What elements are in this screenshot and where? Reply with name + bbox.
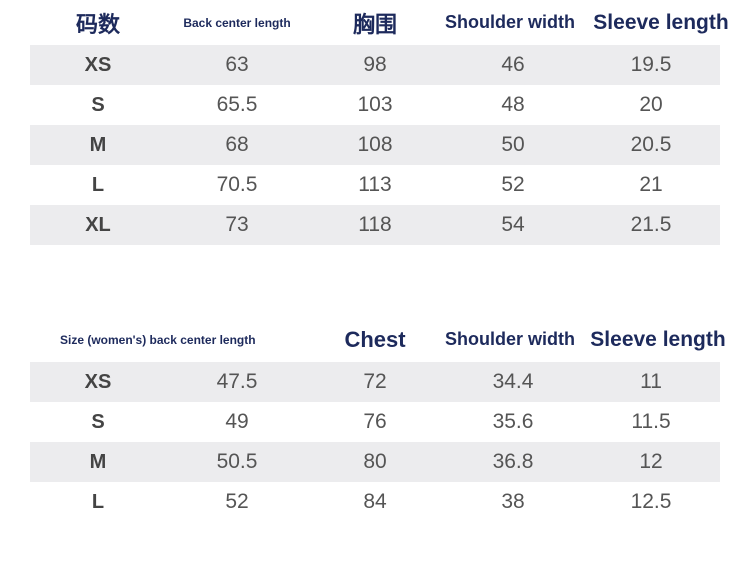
chest-value: 80 (363, 450, 387, 473)
sleeve-length-value: 11 (640, 370, 662, 393)
size-label: S (91, 93, 105, 116)
chest-value: 118 (358, 213, 392, 236)
shoulder-width-value: 48 (501, 93, 525, 116)
table-row: L 52 84 38 12.5 (30, 482, 720, 522)
chest-value: 84 (363, 490, 387, 513)
back-center-length-value: 68 (225, 133, 249, 156)
back-center-length-value: 63 (225, 53, 249, 76)
shoulder-width-value: 46 (501, 53, 525, 76)
table-row: XS 47.5 72 34.4 11 (30, 362, 720, 402)
back-center-length-value: 50.5 (216, 450, 258, 473)
size-label: M (89, 450, 107, 473)
sleeve-length-value: 20 (639, 93, 663, 116)
chest-value: 72 (363, 370, 387, 393)
table-row: XL 73 118 54 21.5 (30, 205, 720, 245)
sleeve-length-value: 21.5 (630, 213, 672, 236)
size-label: XS (84, 53, 112, 76)
size-label: L (91, 173, 105, 196)
shoulder-width-value: 35.6 (492, 410, 534, 433)
size-table-2: Size (women's) back center length Chest … (30, 317, 726, 522)
size-label: L (91, 490, 105, 513)
shoulder-width-value: 36.8 (492, 450, 534, 473)
sleeve-length-value: 12.5 (630, 490, 672, 513)
header-back-center-length: Back center length (183, 15, 291, 30)
back-center-length-value: 73 (225, 213, 249, 236)
size-table-1: 码数 Back center length 胸围 Shoulder width … (30, 0, 729, 245)
header-sleeve-length: Sleeve length (590, 327, 726, 351)
table-row: XS 63 98 46 19.5 (30, 45, 720, 85)
sleeve-length-value: 20.5 (630, 133, 672, 156)
header-chest: Chest (344, 326, 406, 352)
header-chest: 胸围 (352, 11, 397, 37)
back-center-length-value: 49 (225, 410, 249, 433)
header-size-back-center-length: Size (women's) back center length (60, 332, 256, 347)
table-row: M 50.5 80 36.8 12 (30, 442, 720, 482)
header-sleeve-length: Sleeve length (593, 10, 729, 34)
table-row: L 70.5 113 52 21 (30, 165, 720, 205)
back-center-length-value: 70.5 (216, 173, 258, 196)
header-shoulder-width: Shoulder width (445, 12, 575, 32)
shoulder-width-value: 50 (501, 133, 525, 156)
chest-value: 103 (357, 93, 393, 116)
table-row: M 68 108 50 20.5 (30, 125, 720, 165)
sleeve-length-value: 21 (639, 173, 663, 196)
shoulder-width-value: 34.4 (492, 370, 534, 393)
table-2-header: Size (women's) back center length Chest … (30, 317, 726, 362)
shoulder-width-value: 38 (501, 490, 525, 513)
chest-value: 108 (357, 133, 393, 156)
shoulder-width-value: 52 (501, 173, 525, 196)
sleeve-length-value: 12 (639, 450, 663, 473)
back-center-length-value: 47.5 (216, 370, 258, 393)
size-label: S (91, 410, 105, 433)
back-center-length-value: 52 (225, 490, 249, 513)
size-label: XS (84, 370, 112, 393)
table-1-header: 码数 Back center length 胸围 Shoulder width … (30, 0, 729, 45)
header-shoulder-width: Shoulder width (445, 329, 575, 349)
table-row: S 49 76 35.6 11.5 (30, 402, 720, 442)
chest-value: 98 (363, 53, 387, 76)
chest-value: 113 (358, 173, 392, 196)
header-size: 码数 (75, 11, 120, 37)
chest-value: 76 (363, 410, 387, 433)
size-label: M (89, 133, 107, 156)
back-center-length-value: 65.5 (216, 93, 258, 116)
table-row: S 65.5 103 48 20 (30, 85, 720, 125)
shoulder-width-value: 54 (501, 213, 525, 236)
sleeve-length-value: 11.5 (631, 410, 671, 433)
size-label: XL (85, 213, 111, 236)
sleeve-length-value: 19.5 (630, 53, 672, 76)
